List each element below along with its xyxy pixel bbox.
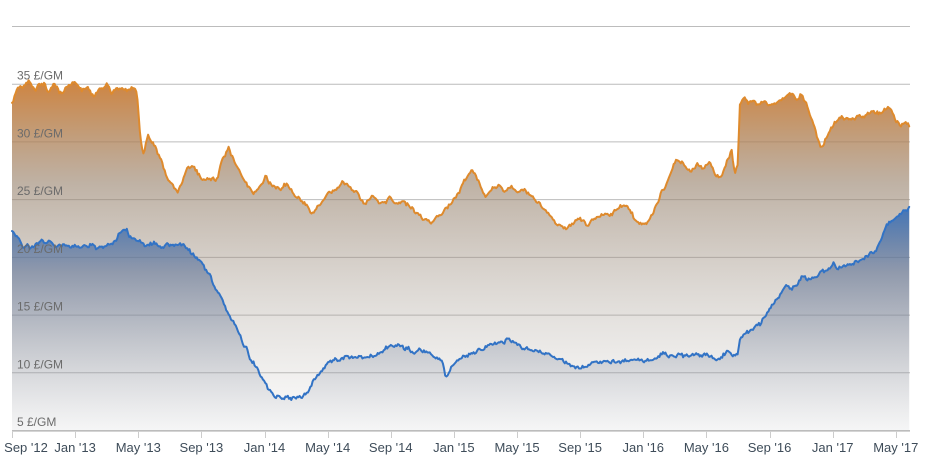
series-lower-blue-series-line bbox=[11, 205, 911, 401]
x-axis-label: Jan '13 bbox=[54, 440, 96, 455]
x-axis-label: Jan '17 bbox=[812, 440, 854, 455]
x-axis-label: Jan '14 bbox=[244, 440, 286, 455]
y-axis-label: 35 £/GM bbox=[17, 69, 63, 83]
y-axis-label: 20 £/GM bbox=[17, 242, 63, 256]
x-axis-label: May '16 bbox=[684, 440, 729, 455]
x-axis-label: Jan '16 bbox=[623, 440, 665, 455]
x-axis-label: Sep '12 bbox=[4, 440, 48, 455]
series-lower-blue-series-area bbox=[12, 206, 910, 430]
x-axis-label: May '17 bbox=[873, 440, 918, 455]
x-axis-label: Sep '16 bbox=[748, 440, 792, 455]
y-axis-label: 10 £/GM bbox=[17, 357, 63, 371]
x-axis-label: May '13 bbox=[116, 440, 161, 455]
y-axis-label: 30 £/GM bbox=[17, 126, 63, 140]
x-axis-label: May '15 bbox=[494, 440, 539, 455]
y-axis-label: 25 £/GM bbox=[17, 184, 63, 198]
plot-area[interactable] bbox=[12, 26, 910, 430]
x-axis-label: May '14 bbox=[305, 440, 350, 455]
x-axis-label: Sep '14 bbox=[369, 440, 413, 455]
y-axis-label: 5 £/GM bbox=[17, 415, 56, 429]
x-axis-label: Sep '13 bbox=[180, 440, 224, 455]
series-upper-orange-series-line bbox=[11, 79, 911, 231]
y-axis-label: 15 £/GM bbox=[17, 300, 63, 314]
x-axis-label: Jan '15 bbox=[433, 440, 475, 455]
x-axis-label: Sep '15 bbox=[558, 440, 602, 455]
